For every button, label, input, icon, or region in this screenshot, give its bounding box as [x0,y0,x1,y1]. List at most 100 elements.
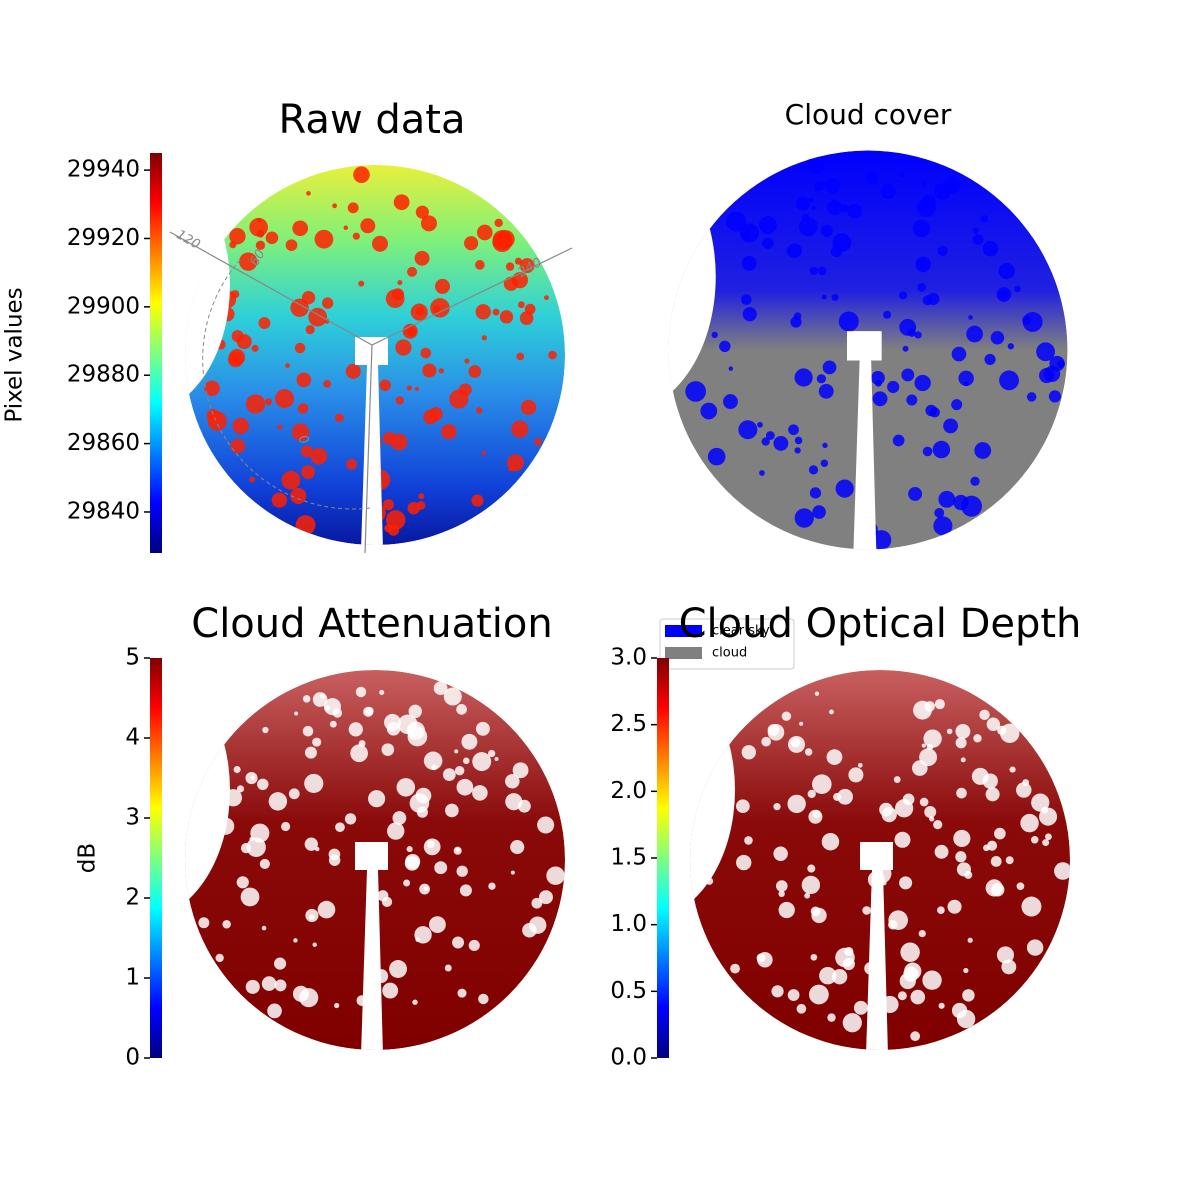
sky-spot [771,985,784,998]
sky-spot [817,266,827,276]
sky-spot [415,306,425,316]
sky-spot [423,838,441,856]
sky-spot [403,879,411,887]
sky-spot [537,816,555,834]
sky-spot [520,399,537,416]
sky-spot [804,892,811,899]
sky-spot [516,352,525,361]
sky-spot [475,260,485,270]
sky-spot [741,745,756,760]
sky-spot [996,287,1012,302]
sky-spot [255,240,266,251]
sky-spot [827,199,843,216]
sky-spot [1009,766,1016,773]
sky-spot [305,325,315,335]
sky-spot [510,840,525,855]
sky-spot [923,729,942,748]
sky-spot [881,807,897,823]
sky-spot [322,297,334,309]
sky-content [690,670,1070,1050]
sky-spot [281,821,291,832]
sky-spot [711,331,718,339]
sky-spot [742,307,757,322]
sky-spot [261,976,277,991]
sky-spot [393,194,410,211]
sky-spot [937,906,945,915]
sky-spot [892,434,905,447]
panel-title: Cloud Attenuation [191,601,552,647]
sky-spot [970,476,980,486]
sky-spot [986,717,1001,731]
sky-spot [982,773,998,789]
sky-spot [363,706,374,717]
sky-spot [943,418,959,434]
sky-spot [335,822,345,833]
sky-spot [788,424,799,436]
sky-spot [230,438,246,454]
sky-spot [395,339,412,356]
sky-spot [812,505,826,519]
sky-spot [249,476,256,483]
sky-spot [517,301,525,309]
sky-spot [428,916,446,934]
sky-spot [434,278,450,294]
sky-spot [343,225,349,230]
sky-spot [406,385,412,391]
sky-spot [472,785,488,801]
legend-swatch [665,647,702,659]
sky-spot [738,420,758,440]
sky-spot [918,929,926,938]
sky-spot [358,280,365,287]
sky-spot [842,1013,862,1033]
sky-spot [778,901,795,919]
sky-spot [972,234,984,245]
sky-spot [258,317,271,329]
sky-spot [433,681,448,696]
sky-spot [381,896,393,908]
sky-spot [519,311,534,325]
sky-spot [290,298,309,317]
sky-spot [383,499,394,511]
sky-spot [973,734,982,743]
sky-spot [740,294,752,305]
sky-spot [947,899,962,914]
sky-spot [352,232,360,240]
legend-label: clear sky [712,624,770,639]
sky-spot [293,938,298,943]
sky-spot [985,787,1000,802]
sky-spot [420,347,432,359]
tick-label: 29840 [67,498,140,524]
sky-spot [353,166,370,183]
sky-spot [443,687,462,706]
sky-spot [407,266,418,277]
sky-spot [538,890,553,905]
sky-spot [1048,390,1062,403]
sky-spot [396,778,416,797]
sky-spot [955,737,967,749]
sky-spot [522,922,537,938]
sky-spot [719,340,731,353]
sky-spot [414,250,430,266]
tick-label: 3 [125,805,140,831]
sky-spot [346,458,357,470]
sky-spot [301,465,316,480]
sky-spot [938,1002,945,1009]
sky-spot [990,331,1005,345]
sky-spot [927,292,940,306]
sky-spot [759,470,765,476]
sky-spot [946,728,953,735]
sky-spot [519,258,535,274]
sky-spot [295,515,316,535]
sky-spot [390,433,408,451]
sky-spot [875,380,882,387]
sky-spot [707,447,726,466]
sky-spot [915,256,931,273]
sky-spot [888,910,908,930]
tick-label: 2 [125,885,140,911]
sky-spot [898,291,908,300]
sky-spot [872,391,888,407]
sky-spot [299,988,319,1008]
sky-spot [265,398,273,406]
sky-spot [809,266,818,275]
